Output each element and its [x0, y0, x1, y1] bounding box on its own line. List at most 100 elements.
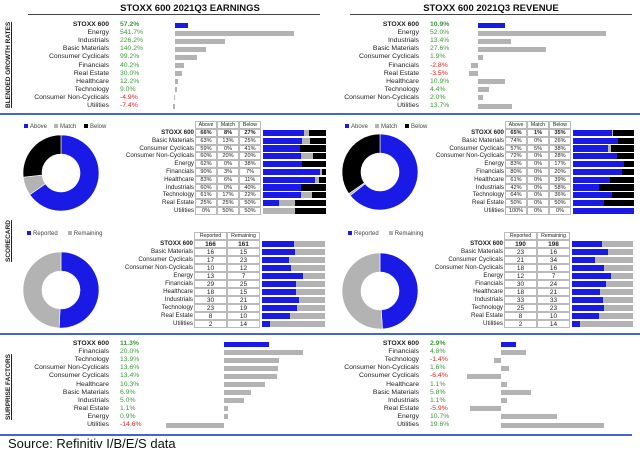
row-label: Financials — [78, 348, 109, 356]
sector-bar — [166, 422, 224, 428]
sector-bar — [493, 357, 501, 363]
divider-surprise — [0, 434, 632, 436]
legend-item: Remaining — [67, 231, 102, 237]
row-label: Energy — [87, 29, 109, 37]
stacked-bar-segment — [610, 145, 634, 152]
row-label: STOXX 600 — [161, 129, 194, 136]
row-label: Utilities — [484, 207, 504, 214]
table-cell: 13% — [217, 136, 239, 145]
table-cell: 17% — [217, 191, 239, 200]
stacked-bar-segment — [572, 312, 600, 320]
row-label: Consumer Cyclicals — [358, 372, 419, 380]
table-cell: 15 — [227, 288, 260, 296]
legend-label: Remaining — [394, 231, 424, 237]
stacked-bar-segment — [616, 153, 634, 160]
row-label: Basic Materials — [151, 248, 193, 255]
table-cell: 7 — [227, 272, 260, 280]
table-cell: 21 — [504, 256, 537, 264]
row-value: 10.9% — [430, 21, 450, 28]
stacked-bar-segment — [263, 145, 301, 152]
stacked-bar-segment — [315, 176, 320, 183]
table-cell: 21 — [537, 288, 570, 296]
sector-bar — [478, 54, 483, 60]
column-header: Match — [527, 121, 549, 129]
table-cell: 0% — [217, 183, 239, 192]
table-cell: 20% — [217, 152, 239, 161]
legend-label: Match — [381, 124, 398, 130]
row-value: 20.0% — [120, 348, 140, 356]
table-cell: 40% — [239, 183, 261, 192]
row-label: Real Estate — [73, 404, 109, 412]
stacked-bar-segment — [319, 176, 326, 183]
table-cell: 14 — [227, 320, 260, 328]
table-cell: 59% — [195, 144, 217, 153]
row-label: Real Estate — [471, 312, 503, 319]
table-cell: 83% — [195, 175, 217, 184]
row-label: Industrials — [388, 37, 419, 45]
stacked-bar-segment — [573, 176, 611, 183]
table-cell: 36% — [549, 191, 571, 200]
stacked-bar-segment — [572, 288, 601, 296]
row-label: Basic Materials — [62, 45, 109, 53]
row-label: STOXX 600 — [160, 240, 193, 247]
table-cell: 6% — [217, 175, 239, 184]
stacked-bar-segment — [621, 168, 634, 175]
row-label: Consumer Non-Cyclicals — [124, 264, 193, 271]
table-cell: 41% — [239, 144, 261, 153]
row-label: Energy — [174, 160, 194, 168]
row-value: 40.2% — [120, 61, 140, 69]
donut-slice — [341, 133, 381, 195]
table-cell: 161 — [227, 240, 260, 248]
row-value: -3.5% — [430, 69, 448, 77]
row-value: 13.7% — [430, 102, 450, 109]
sector-bar — [175, 79, 178, 85]
revenue-title-underline — [350, 14, 632, 15]
section-label-scorecard: SCORECARD — [5, 220, 12, 262]
table-cell: 50% — [217, 207, 239, 215]
row-label: Energy — [484, 160, 504, 168]
table-cell: 198 — [537, 240, 570, 248]
sector-bar — [467, 373, 501, 379]
table-cell: 25 — [504, 304, 537, 312]
stacked-bar-segment — [572, 280, 606, 288]
table-cell: 13 — [194, 272, 227, 280]
sector-bar — [175, 30, 295, 36]
row-label: Healthcare — [386, 77, 419, 85]
table-cell: 18 — [194, 288, 227, 296]
row-label: Industrials — [388, 396, 419, 404]
column-header: Remaining — [537, 232, 570, 240]
row-label: Real Estate — [73, 69, 109, 77]
sector-bar — [173, 103, 175, 109]
legend-item: Match — [375, 124, 397, 130]
row-value: -1.4% — [430, 356, 448, 364]
stacked-bar-segment — [302, 137, 311, 144]
donut-slice — [348, 182, 366, 196]
stacked-bar-segment — [309, 129, 326, 136]
sector-bar — [501, 414, 558, 420]
row-value: 5.0% — [120, 396, 136, 404]
stacked-bar-segment — [262, 288, 297, 296]
table-cell: 3% — [217, 168, 239, 176]
row-label: Consumer Cyclicals — [48, 53, 109, 61]
stacked-bar-segment — [572, 320, 580, 328]
row-label: Technology — [162, 191, 194, 199]
row-value: 10.3% — [120, 380, 140, 388]
table-cell: 18 — [504, 264, 537, 272]
row-value: 1.1% — [120, 404, 136, 412]
table-cell: 0% — [527, 152, 549, 161]
legend-label: Match — [60, 124, 77, 130]
row-label: Healthcare — [164, 175, 194, 183]
row-label: Energy — [483, 272, 503, 279]
sector-bar — [478, 46, 546, 52]
stoxx-bar — [478, 22, 505, 28]
legend-swatch — [67, 231, 72, 236]
stacked-bar-segment — [603, 200, 634, 207]
row-label: Consumer Cyclicals — [139, 144, 194, 152]
legend-item: Below — [84, 124, 106, 130]
stacked-bar-segment — [300, 184, 326, 191]
stacked-bar-segment — [301, 192, 313, 199]
column-header: Remaining — [227, 232, 260, 240]
row-value: 13.6% — [120, 364, 140, 372]
stacked-bar-segment — [296, 304, 325, 312]
